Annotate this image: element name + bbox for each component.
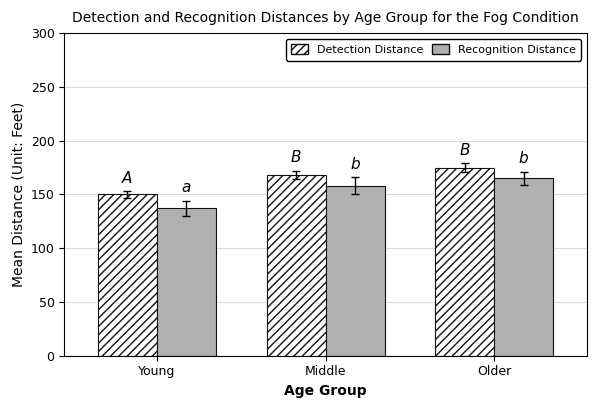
- X-axis label: Age Group: Age Group: [284, 384, 367, 398]
- Text: b: b: [519, 151, 529, 166]
- Bar: [98, 194, 157, 355]
- Bar: [267, 175, 325, 355]
- Text: A: A: [123, 171, 133, 186]
- Text: a: a: [182, 180, 191, 196]
- Title: Detection and Recognition Distances by Age Group for the Fog Condition: Detection and Recognition Distances by A…: [72, 11, 579, 25]
- Y-axis label: Mean Distance (Unit: Feet): Mean Distance (Unit: Feet): [11, 102, 25, 287]
- Text: b: b: [350, 157, 360, 172]
- Bar: [494, 178, 553, 355]
- Text: B: B: [291, 151, 301, 165]
- Bar: [157, 209, 216, 355]
- Bar: [325, 186, 385, 355]
- Bar: [435, 168, 494, 355]
- Text: B: B: [459, 143, 470, 158]
- Legend: Detection Distance, Recognition Distance: Detection Distance, Recognition Distance: [286, 39, 581, 61]
